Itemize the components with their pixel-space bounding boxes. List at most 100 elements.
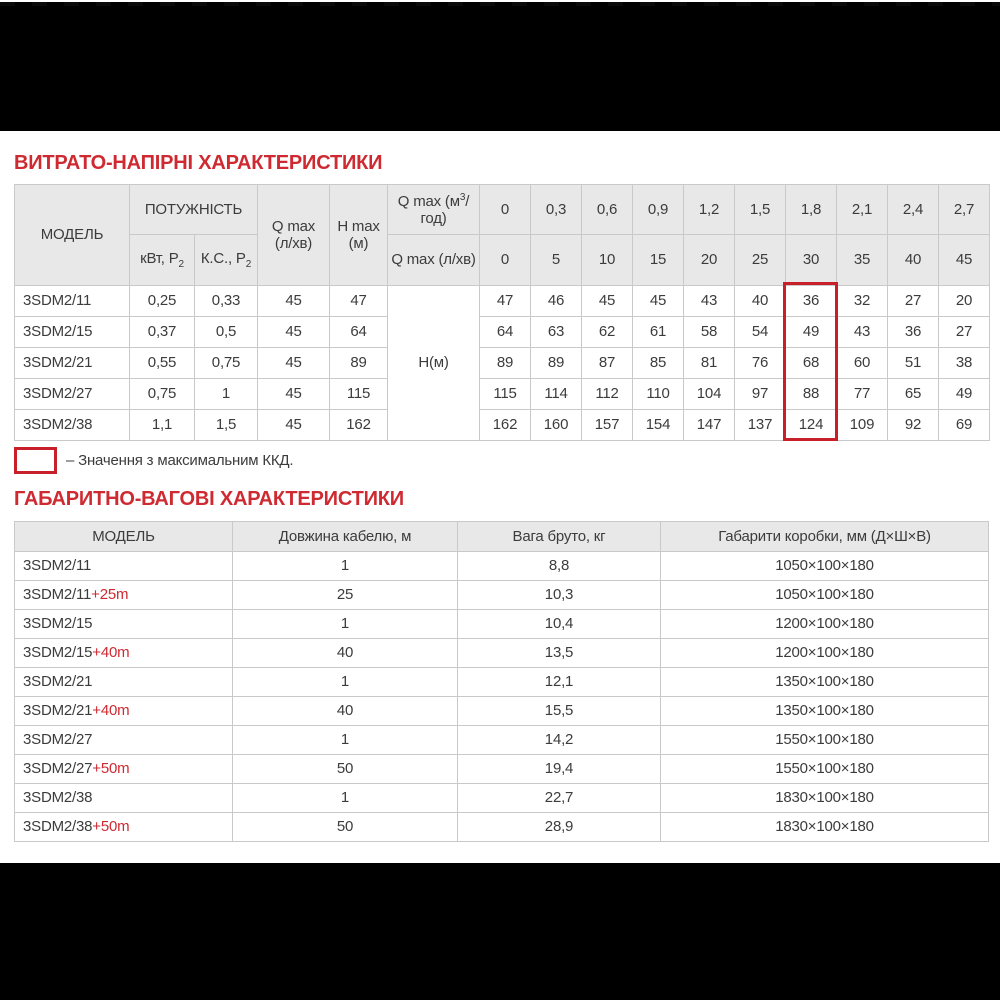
flow-header-power-kw: кВт, P2 [129, 234, 195, 286]
head-value-cell: 62 [581, 316, 633, 348]
dimensions-table-row: 3SDM2/11 1 8,8 1050×100×180 [14, 551, 989, 581]
model-cell: 3SDM2/11+25m [14, 580, 233, 610]
head-value-cell: 137 [734, 409, 786, 441]
head-value-cell: 68 [785, 347, 837, 379]
h-unit-cell: Н(м) [387, 285, 480, 441]
model-name: 3SDM2/38 [23, 789, 93, 807]
cable-length-cell: 40 [232, 638, 458, 668]
model-name: 3SDM2/21 [23, 673, 93, 691]
power-kw-cell: 0,55 [129, 347, 195, 379]
gross-weight-cell: 10,4 [457, 609, 661, 639]
dimensions-table-row: 3SDM2/11+25m 25 10,3 1050×100×180 [14, 580, 989, 610]
q-lmin-header-cell: 35 [836, 234, 888, 286]
head-value-cell: 63 [530, 316, 582, 348]
box-dimensions-cell: 1050×100×180 [660, 551, 989, 581]
head-value-cell: 45 [581, 285, 633, 317]
flow-section-title: ВИТРАТО-НАПІРНІ ХАРАКТЕРИСТИКИ [14, 152, 383, 174]
cable-length-cell: 50 [232, 812, 458, 842]
legend-text: – Значення з максимальним ККД. [66, 451, 294, 469]
flow-table-row: 3SDM2/11 0,25 0,33 45 47 Н(м) 47 46 45 45 43 40 36 32… [14, 285, 990, 441]
cable-length-cell: 1 [232, 667, 458, 697]
qmax-cell: 45 [257, 347, 330, 379]
hmax-cell: 47 [329, 285, 388, 317]
gross-weight-cell: 10,3 [457, 580, 661, 610]
model-name: 3SDM2/11 [23, 557, 92, 575]
bottom-black-bar [0, 863, 1000, 1000]
gross-weight-cell: 14,2 [457, 725, 661, 755]
model-cell: 3SDM2/11 [14, 551, 233, 581]
top-bar-dashed-edge [0, 2, 1000, 6]
head-value-cell: 76 [734, 347, 786, 379]
model-cell: 3SDM2/15+40m [14, 638, 233, 668]
q-m3h-header-cell: 1,5 [734, 184, 786, 235]
head-value-cell: 51 [887, 347, 939, 379]
q-lmin-header-cell: 15 [632, 234, 684, 286]
model-cell: 3SDM2/38 [14, 409, 130, 441]
top-black-bar [0, 2, 1000, 131]
model-name: 3SDM2/27 [23, 760, 93, 778]
dim-header-model: МОДЕЛЬ [14, 521, 233, 552]
gross-weight-cell: 28,9 [457, 812, 661, 842]
cable-length-cell: 1 [232, 725, 458, 755]
model-cell: 3SDM2/11 [14, 285, 130, 317]
head-value-cell: 112 [581, 378, 633, 410]
content-area: ВИТРАТО-НАПІРНІ ХАРАКТЕРИСТИКИ МОДЕЛЬ ПО… [0, 152, 1000, 842]
flow-table-row: 3SDM2/21 0,55 0,75 45 89 89 89 87 85 81 76 68 60 51 38 [14, 347, 990, 379]
head-value-cell: 97 [734, 378, 786, 410]
flow-header-model: МОДЕЛЬ [14, 184, 130, 286]
qmax-cell: 45 [257, 409, 330, 441]
power-hp-cell: 1 [194, 378, 258, 410]
cable-length-cell: 25 [232, 580, 458, 610]
power-hp-cell: 0,5 [194, 316, 258, 348]
qmax-cell: 45 [257, 378, 330, 410]
cable-length-cell: 50 [232, 754, 458, 784]
head-value-cell: 27 [938, 316, 990, 348]
gross-weight-cell: 12,1 [457, 667, 661, 697]
gross-weight-cell: 13,5 [457, 638, 661, 668]
q-m3h-header-cell: 0,9 [632, 184, 684, 235]
model-cell: 3SDM2/27 [14, 725, 233, 755]
head-value-cell: 32 [836, 285, 888, 317]
q-m3h-header-cell: 1,8 [785, 184, 837, 235]
hmax-cell: 64 [329, 316, 388, 348]
head-value-cell: 81 [683, 347, 735, 379]
model-cell: 3SDM2/21 [14, 347, 130, 379]
head-value-cell: 20 [938, 285, 990, 317]
cable-length-cell: 40 [232, 696, 458, 726]
power-kw-cell: 0,75 [129, 378, 195, 410]
q-lmin-header-cell: 5 [530, 234, 582, 286]
head-value-cell: 124 [785, 409, 837, 441]
dimensions-table-row: 3SDM2/15+40m 40 13,5 1200×100×180 [14, 638, 989, 668]
power-kw-cell: 0,37 [129, 316, 195, 348]
box-dimensions-cell: 1200×100×180 [660, 638, 989, 668]
power-kw-cell: 1,1 [129, 409, 195, 441]
dim-header-weight: Вага бруто, кг [457, 521, 661, 552]
head-value-cell: 147 [683, 409, 735, 441]
head-value-cell: 92 [887, 409, 939, 441]
dimensions-table-row: 3SDM2/27+50m 50 19,4 1550×100×180 [14, 754, 989, 784]
head-value-cell: 88 [785, 378, 837, 410]
gross-weight-cell: 22,7 [457, 783, 661, 813]
model-name: 3SDM2/38 [23, 818, 93, 836]
head-value-cell: 27 [887, 285, 939, 317]
head-value-cell: 58 [683, 316, 735, 348]
head-value-cell: 60 [836, 347, 888, 379]
power-hp-cell: 1,5 [194, 409, 258, 441]
head-value-cell: 160 [530, 409, 582, 441]
box-dimensions-cell: 1550×100×180 [660, 725, 989, 755]
legend: – Значення з максимальним ККД. [14, 446, 988, 474]
flow-header-qmax-lmin2: Q max (л/хв) [387, 234, 480, 286]
dimensions-table-row: 3SDM2/15 1 10,4 1200×100×180 [14, 609, 989, 639]
head-value-cell: 36 [785, 285, 837, 317]
model-cable-suffix: +25m [91, 586, 129, 604]
legend-red-box-icon [14, 446, 57, 474]
head-value-cell: 85 [632, 347, 684, 379]
q-lmin-header-cell: 20 [683, 234, 735, 286]
box-dimensions-cell: 1350×100×180 [660, 667, 989, 697]
dimensions-header-row: МОДЕЛЬ Довжина кабелю, м Вага бруто, кг … [14, 521, 989, 552]
model-name: 3SDM2/27 [23, 731, 93, 749]
head-value-cell: 49 [785, 316, 837, 348]
model-cell: 3SDM2/27+50m [14, 754, 233, 784]
gross-weight-cell: 15,5 [457, 696, 661, 726]
q-lmin-header-cell: 40 [887, 234, 939, 286]
